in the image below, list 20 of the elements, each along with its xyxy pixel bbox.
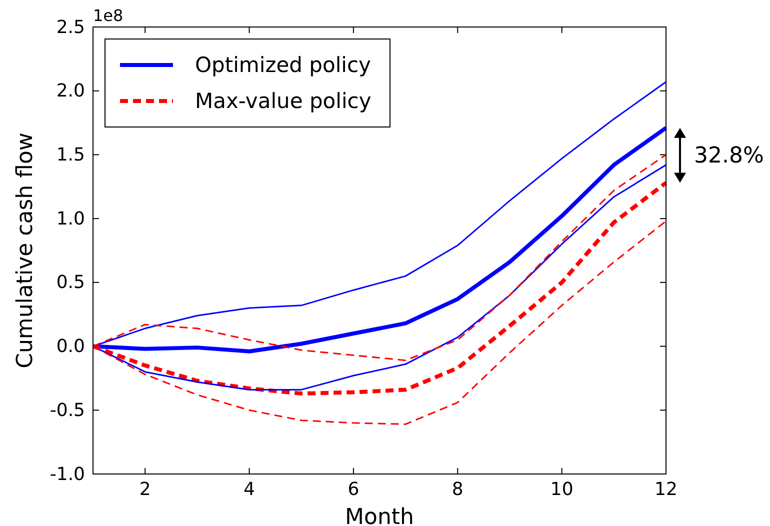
y-tick-label: -1.0 (50, 464, 85, 485)
y-tick-label: 2.0 (56, 80, 85, 102)
x-tick-label: 6 (348, 478, 360, 500)
legend-label: Optimized policy (195, 53, 371, 77)
x-tick-label: 12 (654, 478, 678, 500)
y-tick-label: 1.0 (56, 208, 85, 230)
y-tick-label: 1.5 (56, 144, 85, 166)
x-axis-title: Month (345, 505, 414, 526)
y-tick-label: -0.5 (50, 400, 85, 421)
y-tick-label: 0.5 (56, 272, 85, 294)
x-tick-label: 10 (550, 478, 574, 500)
x-tick-label: 2 (139, 478, 151, 500)
y-tick-label: 0.0 (56, 336, 85, 358)
legend-label: Max-value policy (195, 89, 372, 113)
x-tick-label: 8 (452, 478, 464, 500)
annotation: 32.8% (694, 144, 764, 169)
text: 1e8 (93, 6, 124, 25)
y-axis-title: Cumulative cash flow (13, 132, 38, 368)
y-tick-label: 2.5 (56, 16, 85, 38)
x-tick-label: 4 (244, 478, 255, 500)
